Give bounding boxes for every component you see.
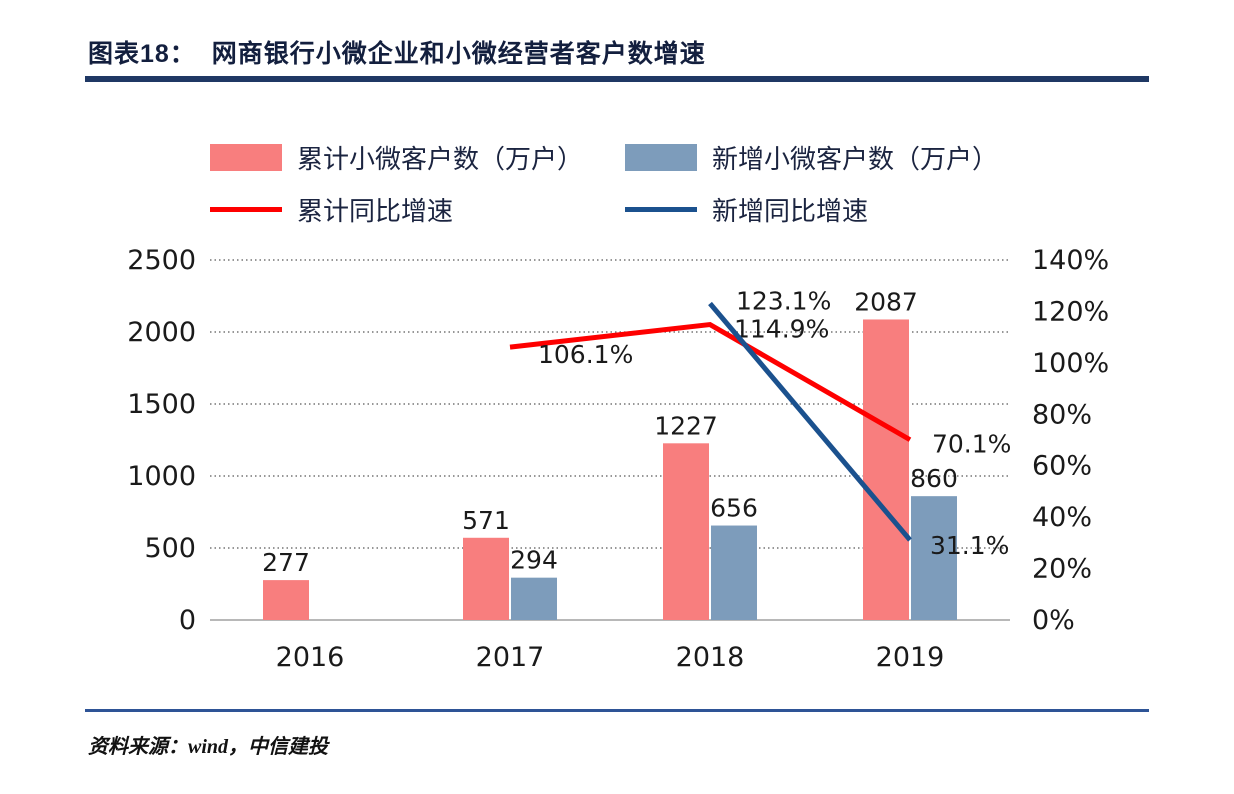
bar-value-label: 277	[262, 548, 310, 577]
right-axis-tick-label: 80%	[1032, 399, 1092, 430]
right-axis-tick-label: 140%	[1032, 245, 1109, 276]
line-cumulative-growth	[509, 321, 912, 442]
bar-new-2019	[911, 496, 957, 620]
left-axis-tick-label: 500	[144, 533, 196, 564]
bar-value-label: 1227	[654, 411, 718, 440]
bar-cumulative-2016	[263, 580, 309, 620]
legend-item-cumulative-customers: 累计小微客户数（万户）	[210, 142, 583, 174]
right-axis-tick-label: 60%	[1032, 451, 1092, 482]
left-axis-tick-label: 2500	[127, 245, 196, 276]
line-new-growth	[708, 301, 912, 542]
footer-rule	[85, 709, 1149, 712]
legend-line-swatch-new-growth	[625, 206, 697, 212]
left-axis-tick-label: 1000	[127, 461, 196, 492]
right-axis-tick-label: 40%	[1032, 502, 1092, 533]
left-axis-tick-label: 2000	[127, 317, 196, 348]
legend-label-cumulative-customers: 累计小微客户数（万户）	[297, 143, 584, 174]
x-axis-tick-label: 2016	[276, 642, 345, 673]
left-axis-tick-label: 0	[179, 605, 196, 636]
right-axis-tick-label: 0%	[1032, 605, 1075, 636]
right-axis-tick-label: 100%	[1032, 348, 1109, 379]
legend-item-new-customers: 新增小微客户数（万户）	[625, 142, 998, 174]
right-axis-tick-label: 20%	[1032, 554, 1092, 585]
legend-label-new-customers: 新增小微客户数（万户）	[712, 143, 999, 174]
right-axis-tick-label: 120%	[1032, 296, 1109, 327]
title-underline-rule	[85, 76, 1149, 82]
bar-value-label: 656	[710, 494, 758, 523]
left-axis-tick-label: 1500	[127, 389, 196, 420]
bar-new-2017	[511, 577, 557, 620]
bar-new-2018	[711, 525, 757, 620]
bar-value-label: 571	[462, 506, 510, 535]
legend-item-cumulative-growth: 累计同比增速	[210, 194, 453, 226]
legend-label-new-growth: 新增同比增速	[712, 195, 869, 226]
bar-cumulative-2017	[463, 537, 509, 620]
line-point-label: 70.1%	[932, 430, 1011, 459]
line-point-label: 31.1%	[930, 531, 1009, 560]
bar-value-label: 2087	[854, 287, 918, 316]
legend-bar-swatch-cumulative	[210, 143, 282, 171]
legend-item-new-growth: 新增同比增速	[625, 194, 868, 226]
x-axis-tick-label: 2018	[676, 642, 745, 673]
figure-title: 图表18： 网商银行小微企业和小微经营者客户数增速	[88, 40, 706, 68]
bar-cumulative-2019	[863, 319, 909, 620]
data-source-note: 资料来源：wind，中信建投	[88, 736, 329, 758]
legend-bar-swatch-new	[625, 143, 697, 171]
x-axis-tick-label: 2019	[876, 642, 945, 673]
line-point-label: 123.1%	[736, 286, 831, 315]
line-point-label: 106.1%	[538, 340, 633, 369]
bar-cumulative-2018	[663, 443, 709, 620]
bar-value-label: 860	[910, 464, 958, 493]
legend-line-swatch-cumulative-growth	[210, 206, 282, 212]
bar-value-label: 294	[510, 546, 558, 575]
x-axis-tick-label: 2017	[476, 642, 545, 673]
line-point-label: 114.9%	[734, 315, 829, 344]
legend-label-cumulative-growth: 累计同比增速	[297, 195, 454, 226]
